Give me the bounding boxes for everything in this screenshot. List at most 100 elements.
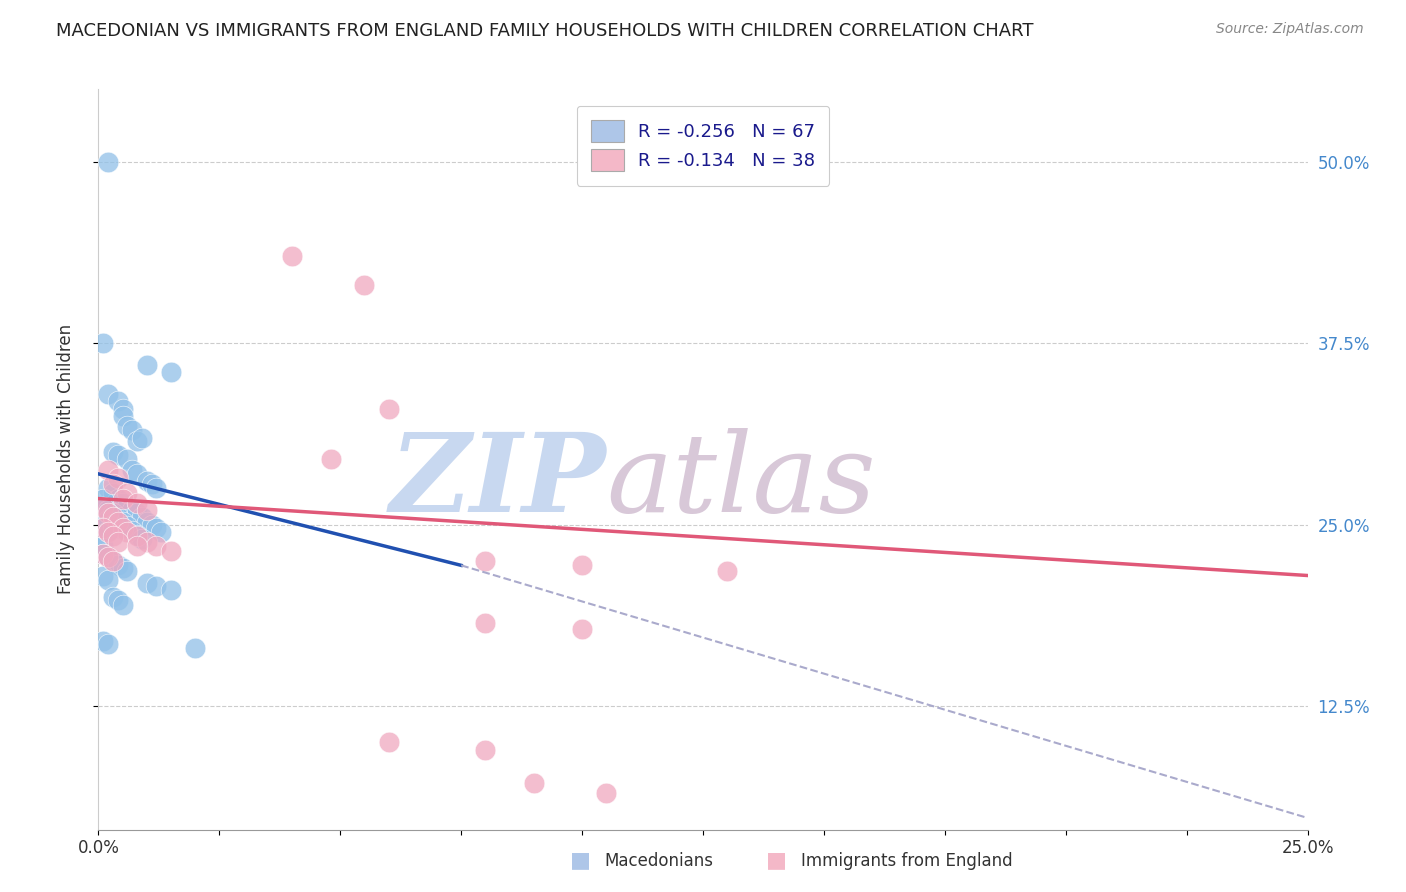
Point xyxy=(101,485,124,500)
Point xyxy=(111,496,134,510)
Point xyxy=(135,535,157,549)
Point xyxy=(107,515,129,529)
Point xyxy=(91,547,114,561)
Point xyxy=(145,482,167,496)
Point xyxy=(571,558,593,573)
Point xyxy=(107,394,129,409)
Point xyxy=(101,517,124,532)
Point xyxy=(97,506,120,520)
Point xyxy=(91,547,114,561)
Point xyxy=(523,776,546,790)
Point xyxy=(91,520,114,534)
Text: MACEDONIAN VS IMMIGRANTS FROM ENGLAND FAMILY HOUSEHOLDS WITH CHILDREN CORRELATIO: MACEDONIAN VS IMMIGRANTS FROM ENGLAND FA… xyxy=(56,22,1033,40)
Point xyxy=(91,540,114,554)
Point xyxy=(377,401,399,416)
Point xyxy=(107,593,129,607)
Point xyxy=(135,575,157,590)
Point xyxy=(474,616,496,631)
Point xyxy=(145,579,167,593)
Point xyxy=(111,520,134,534)
Point xyxy=(91,568,114,582)
Point xyxy=(135,503,157,517)
Point xyxy=(571,622,593,636)
Point xyxy=(111,561,134,575)
Point xyxy=(107,471,129,485)
Point xyxy=(131,510,153,524)
Point xyxy=(141,477,163,491)
Point xyxy=(101,445,124,459)
Point xyxy=(121,462,143,476)
Point xyxy=(117,564,139,578)
Point xyxy=(595,786,617,800)
Text: ■: ■ xyxy=(766,850,787,870)
Point xyxy=(101,510,124,524)
Text: Source: ZipAtlas.com: Source: ZipAtlas.com xyxy=(1216,22,1364,37)
Point xyxy=(160,544,183,558)
Point xyxy=(141,517,163,532)
Point xyxy=(117,485,139,500)
Point xyxy=(319,452,342,467)
Point xyxy=(97,513,120,527)
Point xyxy=(107,558,129,573)
Text: atlas: atlas xyxy=(606,428,876,535)
Point xyxy=(97,573,120,587)
Point xyxy=(91,510,114,524)
Point xyxy=(91,529,114,543)
Point xyxy=(107,520,129,534)
Point xyxy=(127,529,149,543)
Point xyxy=(135,474,157,488)
Point xyxy=(117,500,139,515)
Point xyxy=(121,423,143,437)
Text: Macedonians: Macedonians xyxy=(605,852,714,870)
Point xyxy=(101,506,124,520)
Point xyxy=(127,467,149,481)
Point xyxy=(97,462,120,476)
Point xyxy=(97,524,120,538)
Text: ■: ■ xyxy=(569,850,591,870)
Point xyxy=(135,515,157,529)
Point xyxy=(377,735,399,749)
Point xyxy=(107,448,129,462)
Point xyxy=(97,503,120,517)
Point xyxy=(474,554,496,568)
Point xyxy=(145,540,167,554)
Point xyxy=(97,549,120,564)
Point xyxy=(135,358,157,372)
Point xyxy=(111,409,134,423)
Point xyxy=(107,510,129,524)
Point xyxy=(131,431,153,445)
Point xyxy=(150,524,173,539)
Point xyxy=(101,554,124,568)
Point xyxy=(117,519,139,533)
Point xyxy=(160,582,183,597)
Point xyxy=(127,528,149,542)
Point xyxy=(101,477,124,491)
Point xyxy=(145,520,167,534)
Point xyxy=(716,564,738,578)
Point xyxy=(91,520,114,534)
Point xyxy=(97,387,120,401)
Point xyxy=(91,491,114,506)
Point xyxy=(127,496,149,510)
Point xyxy=(107,535,129,549)
Point xyxy=(111,491,134,506)
Point xyxy=(353,278,375,293)
Point xyxy=(121,503,143,517)
Point xyxy=(281,249,304,263)
Point xyxy=(111,515,134,529)
Point xyxy=(107,491,129,506)
Text: Immigrants from England: Immigrants from England xyxy=(801,852,1014,870)
Point xyxy=(97,637,120,651)
Point xyxy=(91,500,114,515)
Point xyxy=(97,482,120,496)
Point xyxy=(127,434,149,448)
Point xyxy=(97,524,120,539)
Point xyxy=(127,540,149,554)
Point xyxy=(91,336,114,351)
Point xyxy=(474,742,496,756)
Point xyxy=(101,554,124,568)
Point xyxy=(101,591,124,605)
Point xyxy=(111,598,134,612)
Point xyxy=(97,549,120,564)
Point xyxy=(127,506,149,520)
